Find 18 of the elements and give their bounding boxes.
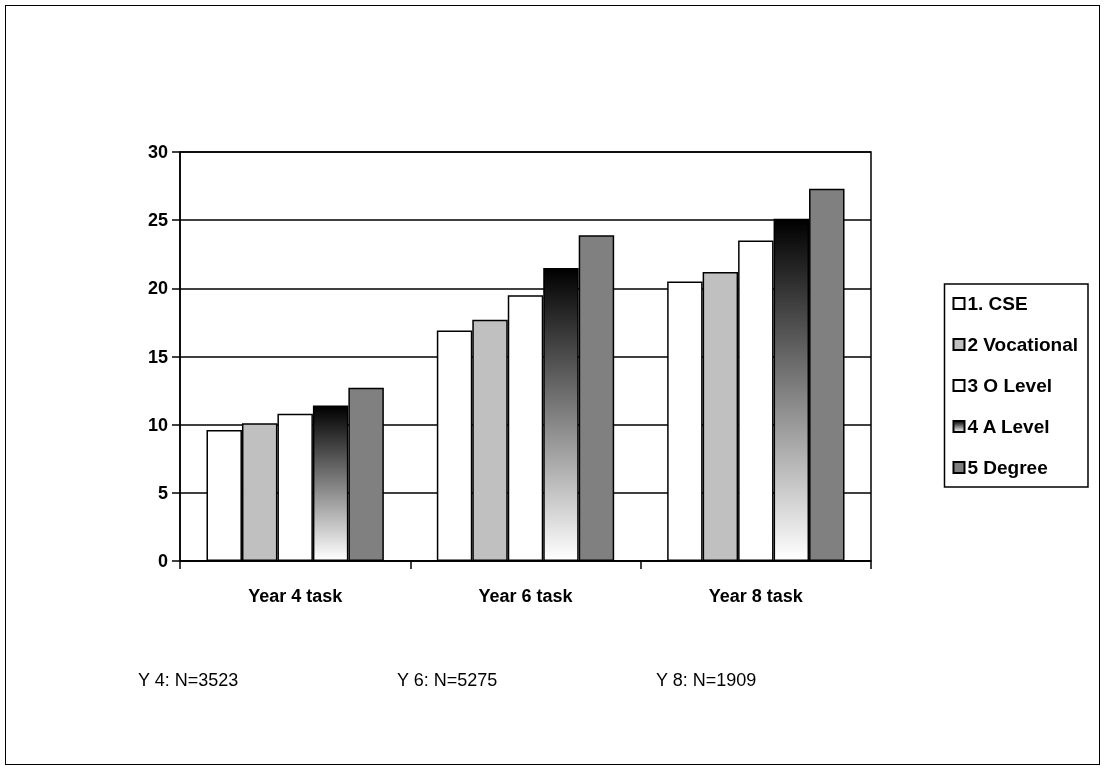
legend-label: 4 A Level bbox=[967, 416, 1050, 437]
text: Y 4: N=3523 bbox=[138, 670, 239, 690]
legend-label: 5 Degree bbox=[967, 457, 1048, 478]
y-tick-label: 5 bbox=[157, 482, 168, 503]
x-tick-label: Year 6 task bbox=[478, 586, 574, 606]
x-tick-label: Year 8 task bbox=[708, 586, 804, 606]
y-tick-label: 0 bbox=[157, 551, 168, 571]
text: Y 6: N=5275 bbox=[397, 670, 498, 690]
legend-label: 1. CSE bbox=[967, 293, 1028, 314]
legend-label: 3 O Level bbox=[967, 375, 1052, 396]
y-tick-label: 30 bbox=[147, 142, 168, 162]
x-tick-label: Year 4 task bbox=[248, 586, 344, 606]
y-tick-label: 25 bbox=[147, 210, 168, 231]
text: Y 8: N=1909 bbox=[656, 670, 757, 690]
y-tick-label: 15 bbox=[147, 346, 168, 367]
legend-label: 2 Vocational bbox=[967, 334, 1078, 355]
y-tick-label: 20 bbox=[147, 278, 168, 299]
y-tick-label: 10 bbox=[147, 414, 168, 435]
